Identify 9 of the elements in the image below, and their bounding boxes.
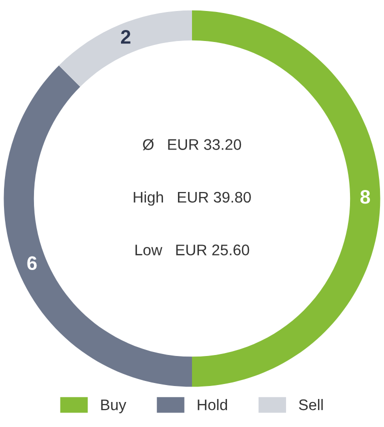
data-label: 6 bbox=[27, 256, 37, 270]
data-label: 2 bbox=[120, 30, 130, 44]
legend-label: Sell bbox=[298, 399, 323, 410]
data-label: 8 bbox=[360, 190, 370, 204]
legend-label: Buy bbox=[101, 400, 126, 414]
text: High EUR 39.80 bbox=[134, 191, 251, 206]
text: Low EUR 25.60 bbox=[136, 244, 250, 256]
legend-label: Hold bbox=[198, 399, 228, 410]
text: Ø EUR 33.20 bbox=[142, 138, 242, 150]
